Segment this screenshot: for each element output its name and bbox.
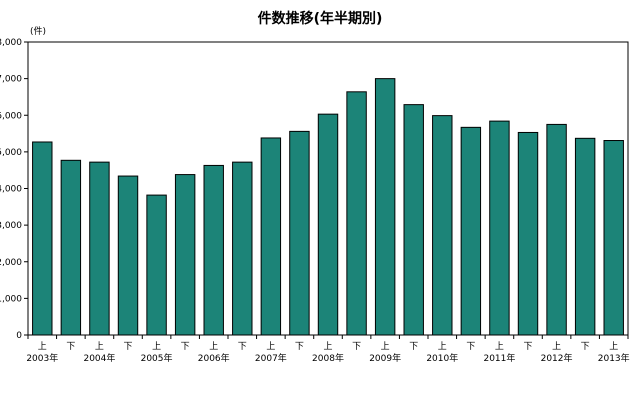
x-year-label: 2005年 bbox=[141, 352, 173, 364]
y-tick-label: 1,000 bbox=[0, 294, 22, 304]
x-period-label: 上 bbox=[609, 341, 618, 352]
x-year-label: 2004年 bbox=[83, 352, 115, 364]
bar-2010年上 bbox=[432, 115, 453, 336]
y-tick-label: 2,000 bbox=[0, 258, 22, 268]
bar-2004年上 bbox=[89, 161, 110, 336]
bar-2013年上 bbox=[603, 140, 624, 336]
bar-2012年下 bbox=[574, 137, 596, 336]
bar-2012年上 bbox=[546, 123, 567, 336]
x-period-label: 下 bbox=[181, 342, 190, 352]
x-period-label: 上 bbox=[95, 341, 104, 352]
bar-2011年下 bbox=[517, 131, 539, 336]
bar-2008年下 bbox=[346, 91, 367, 336]
y-tick-label: 3,000 bbox=[0, 221, 22, 231]
y-axis-unit-label: (件) bbox=[30, 25, 46, 37]
y-tick-label: 6,000 bbox=[0, 111, 22, 121]
x-period-label: 上 bbox=[38, 341, 47, 352]
x-period-label: 上 bbox=[495, 341, 504, 352]
x-period-label: 上 bbox=[152, 341, 161, 352]
bar-2004年下 bbox=[117, 175, 139, 336]
x-period-label: 下 bbox=[466, 342, 475, 352]
x-period-label: 上 bbox=[209, 341, 218, 352]
y-tick-label: 5,000 bbox=[0, 148, 22, 158]
bar-2009年下 bbox=[403, 104, 424, 336]
y-tick-label: 0 bbox=[16, 331, 22, 341]
bar-2010年下 bbox=[460, 126, 482, 336]
x-period-label: 下 bbox=[238, 342, 247, 352]
x-period-label: 上 bbox=[323, 341, 332, 352]
x-year-label: 2009年 bbox=[369, 352, 401, 364]
x-period-label: 下 bbox=[409, 342, 418, 352]
bar-2005年下 bbox=[174, 174, 196, 336]
bar-2011年上 bbox=[489, 120, 510, 336]
x-period-label: 上 bbox=[381, 341, 390, 352]
y-tick-label: 7,000 bbox=[0, 75, 22, 85]
bar-2003年上 bbox=[32, 141, 53, 336]
x-period-label: 上 bbox=[552, 341, 561, 352]
x-year-label: 2006年 bbox=[198, 352, 230, 364]
x-period-label: 下 bbox=[295, 342, 304, 352]
bar-2006年下 bbox=[232, 161, 253, 336]
bar-2003年下 bbox=[60, 159, 82, 336]
x-period-label: 下 bbox=[581, 342, 590, 352]
x-year-label: 2011年 bbox=[483, 352, 515, 364]
y-tick-label: 4,000 bbox=[0, 185, 22, 195]
bar-2007年下 bbox=[289, 130, 310, 336]
x-period-label: 上 bbox=[266, 341, 275, 352]
x-period-label: 上 bbox=[438, 341, 447, 352]
x-year-label: 2010年 bbox=[426, 352, 458, 364]
x-period-label: 下 bbox=[123, 342, 132, 352]
x-period-label: 下 bbox=[66, 342, 75, 352]
bar-2009年上 bbox=[374, 78, 396, 336]
x-year-label: 2013年 bbox=[598, 352, 630, 364]
x-year-label: 2012年 bbox=[541, 352, 573, 364]
bar-2007年上 bbox=[260, 137, 282, 336]
y-axis: 0 1,000 2,000 3,000 4,000 5,000 6,000 7,000 8,00… bbox=[0, 38, 28, 341]
x-year-label: 2008年 bbox=[312, 352, 344, 364]
bar-2005年上 bbox=[146, 194, 167, 336]
x-year-label: 2003年 bbox=[26, 352, 58, 364]
bar-2008年上 bbox=[317, 113, 339, 336]
x-year-label: 2007年 bbox=[255, 352, 287, 364]
y-tick-label: 8,000 bbox=[0, 38, 22, 48]
bar-series bbox=[32, 78, 624, 336]
x-period-label: 下 bbox=[352, 342, 361, 352]
x-period-label: 下 bbox=[523, 342, 532, 352]
chart-title: 件数推移(年半期別) bbox=[257, 11, 383, 27]
bar-2006年上 bbox=[203, 164, 224, 336]
